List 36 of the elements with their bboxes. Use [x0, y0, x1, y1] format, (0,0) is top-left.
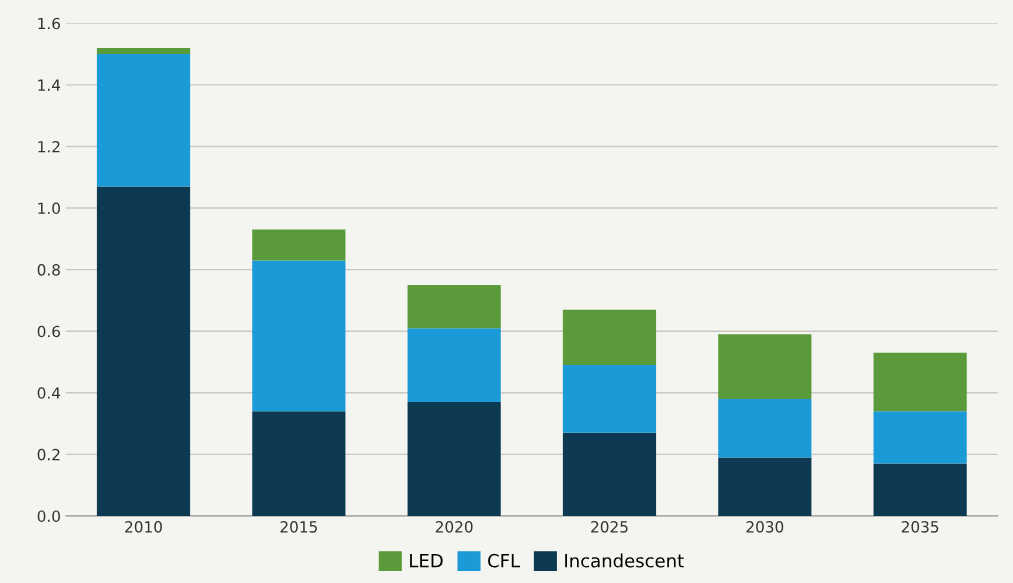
x-tick-label: 2020 — [435, 521, 473, 533]
bar — [562, 432, 657, 516]
y-tick-label: 1.2 — [38, 140, 60, 153]
bar — [562, 309, 657, 366]
y-tick-label: 1.4 — [38, 79, 61, 91]
bar — [252, 411, 346, 516]
x-tick-label: 2015 — [280, 521, 317, 533]
y-tick-label: 1.6 — [38, 17, 61, 30]
bar — [718, 334, 812, 399]
bar — [252, 260, 346, 412]
bar — [873, 411, 967, 464]
x-tick-label: 2010 — [125, 521, 162, 533]
bar — [252, 229, 346, 261]
x-tick-label: 2030 — [746, 521, 784, 533]
y-tick-label: 0.2 — [37, 448, 60, 461]
bar — [873, 352, 967, 412]
bar — [96, 186, 191, 516]
y-tick-label: 0.0 — [37, 510, 60, 522]
bar — [96, 54, 191, 187]
bar — [96, 47, 191, 55]
x-tick-label: 2025 — [591, 521, 628, 533]
legend-label: CFL — [488, 553, 521, 568]
y-tick-label: 0.6 — [37, 325, 61, 338]
y-tick-label: 0.4 — [37, 387, 61, 399]
bar — [873, 463, 967, 516]
y-tick-label: 0.8 — [37, 264, 60, 276]
legend-label: Incandescent — [565, 553, 684, 568]
bar — [718, 457, 812, 516]
legend-label: LED — [410, 554, 443, 568]
bar — [407, 402, 501, 516]
x-tick-label: 2035 — [901, 521, 939, 533]
bar — [407, 285, 501, 329]
bar — [718, 398, 812, 458]
y-tick-label: 1.0 — [38, 202, 60, 215]
bar — [407, 328, 501, 403]
bar — [562, 365, 657, 433]
